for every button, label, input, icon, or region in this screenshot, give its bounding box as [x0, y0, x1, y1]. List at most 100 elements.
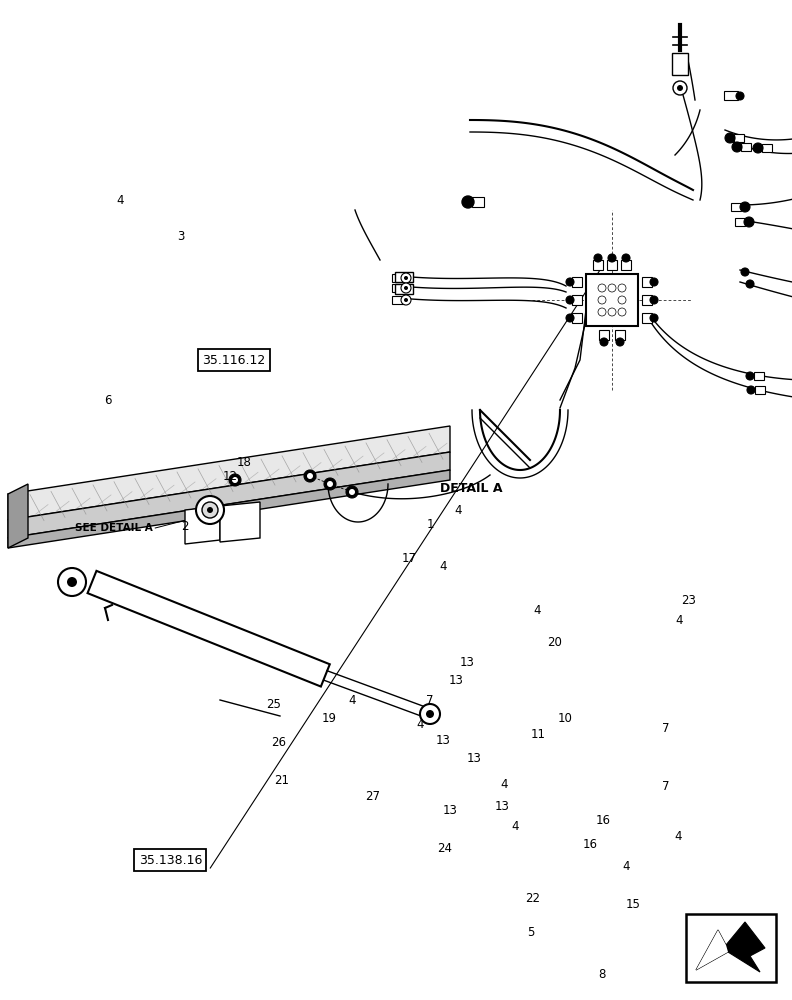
- Text: 15: 15: [626, 898, 641, 911]
- Circle shape: [650, 296, 658, 304]
- Bar: [392, 284, 404, 292]
- Bar: [762, 144, 772, 152]
- Text: 22: 22: [525, 892, 539, 904]
- Text: 4: 4: [676, 613, 683, 626]
- Text: 17: 17: [402, 552, 417, 564]
- Circle shape: [594, 254, 602, 262]
- Text: 7: 7: [661, 780, 669, 792]
- Text: 5: 5: [527, 927, 535, 940]
- Text: 8: 8: [598, 968, 606, 980]
- Text: 4: 4: [440, 559, 447, 572]
- Polygon shape: [88, 571, 329, 687]
- Circle shape: [618, 308, 626, 316]
- Polygon shape: [8, 452, 450, 538]
- Circle shape: [650, 314, 658, 322]
- Circle shape: [67, 577, 77, 587]
- Circle shape: [618, 296, 626, 304]
- Circle shape: [608, 284, 616, 292]
- Text: 2: 2: [181, 520, 189, 532]
- Text: 21: 21: [274, 774, 288, 786]
- Text: 18: 18: [237, 456, 251, 468]
- Bar: [642, 313, 652, 323]
- Text: 4: 4: [512, 819, 520, 832]
- Polygon shape: [696, 922, 765, 972]
- Circle shape: [608, 254, 616, 262]
- Circle shape: [677, 85, 683, 91]
- Circle shape: [608, 308, 616, 316]
- Bar: [615, 330, 625, 340]
- Circle shape: [420, 704, 440, 724]
- Text: DETAIL A: DETAIL A: [440, 482, 502, 494]
- Text: 13: 13: [460, 656, 474, 669]
- Text: 11: 11: [531, 728, 546, 740]
- Circle shape: [566, 314, 574, 322]
- Bar: [621, 260, 631, 270]
- Circle shape: [58, 568, 86, 596]
- Bar: [642, 277, 652, 287]
- Text: 23: 23: [682, 593, 696, 606]
- Bar: [572, 313, 582, 323]
- Circle shape: [746, 280, 754, 288]
- Text: 27: 27: [365, 790, 379, 802]
- Text: 4: 4: [348, 694, 356, 706]
- Bar: [734, 134, 744, 142]
- Text: 3: 3: [177, 230, 185, 242]
- Text: 6: 6: [104, 393, 112, 406]
- Circle shape: [744, 217, 754, 227]
- Circle shape: [616, 338, 624, 346]
- Text: 13: 13: [466, 752, 481, 764]
- Bar: [731, 203, 741, 211]
- Bar: [392, 274, 404, 282]
- Text: 19: 19: [322, 712, 337, 724]
- Text: 12: 12: [223, 470, 237, 483]
- Text: 13: 13: [436, 734, 451, 746]
- Polygon shape: [8, 484, 28, 548]
- Circle shape: [202, 502, 218, 518]
- Bar: [392, 296, 404, 304]
- Circle shape: [740, 202, 750, 212]
- Bar: [741, 143, 751, 151]
- Circle shape: [404, 276, 408, 280]
- Circle shape: [404, 286, 408, 290]
- Text: 16: 16: [583, 837, 597, 850]
- Polygon shape: [8, 426, 450, 520]
- Text: 1: 1: [427, 518, 435, 530]
- Circle shape: [324, 478, 336, 490]
- Circle shape: [741, 268, 749, 276]
- Circle shape: [327, 481, 333, 487]
- Bar: [593, 260, 603, 270]
- Text: 20: 20: [547, 636, 562, 648]
- Polygon shape: [220, 502, 260, 542]
- Circle shape: [598, 296, 606, 304]
- Text: 13: 13: [449, 674, 463, 687]
- Circle shape: [196, 496, 224, 524]
- Bar: [672, 53, 688, 75]
- Text: 4: 4: [500, 778, 508, 790]
- Circle shape: [736, 92, 744, 100]
- Circle shape: [304, 470, 316, 482]
- Bar: [642, 295, 652, 305]
- Circle shape: [566, 296, 574, 304]
- Circle shape: [566, 278, 574, 286]
- Text: 13: 13: [495, 800, 509, 812]
- Bar: [572, 277, 582, 287]
- Bar: [735, 218, 745, 226]
- Circle shape: [401, 283, 411, 293]
- Bar: [755, 386, 765, 394]
- Circle shape: [753, 143, 763, 153]
- Bar: [395, 272, 413, 282]
- Text: 4: 4: [454, 504, 462, 516]
- Circle shape: [462, 196, 474, 208]
- Text: 4: 4: [533, 603, 541, 616]
- Circle shape: [725, 133, 735, 143]
- Circle shape: [346, 486, 358, 498]
- Circle shape: [732, 142, 742, 152]
- Circle shape: [426, 710, 434, 718]
- Text: 35.116.12: 35.116.12: [202, 354, 265, 366]
- Text: 16: 16: [596, 813, 611, 826]
- Text: 4: 4: [116, 194, 124, 207]
- Circle shape: [349, 489, 355, 495]
- Bar: [607, 260, 617, 270]
- Bar: [599, 330, 609, 340]
- Circle shape: [598, 308, 606, 316]
